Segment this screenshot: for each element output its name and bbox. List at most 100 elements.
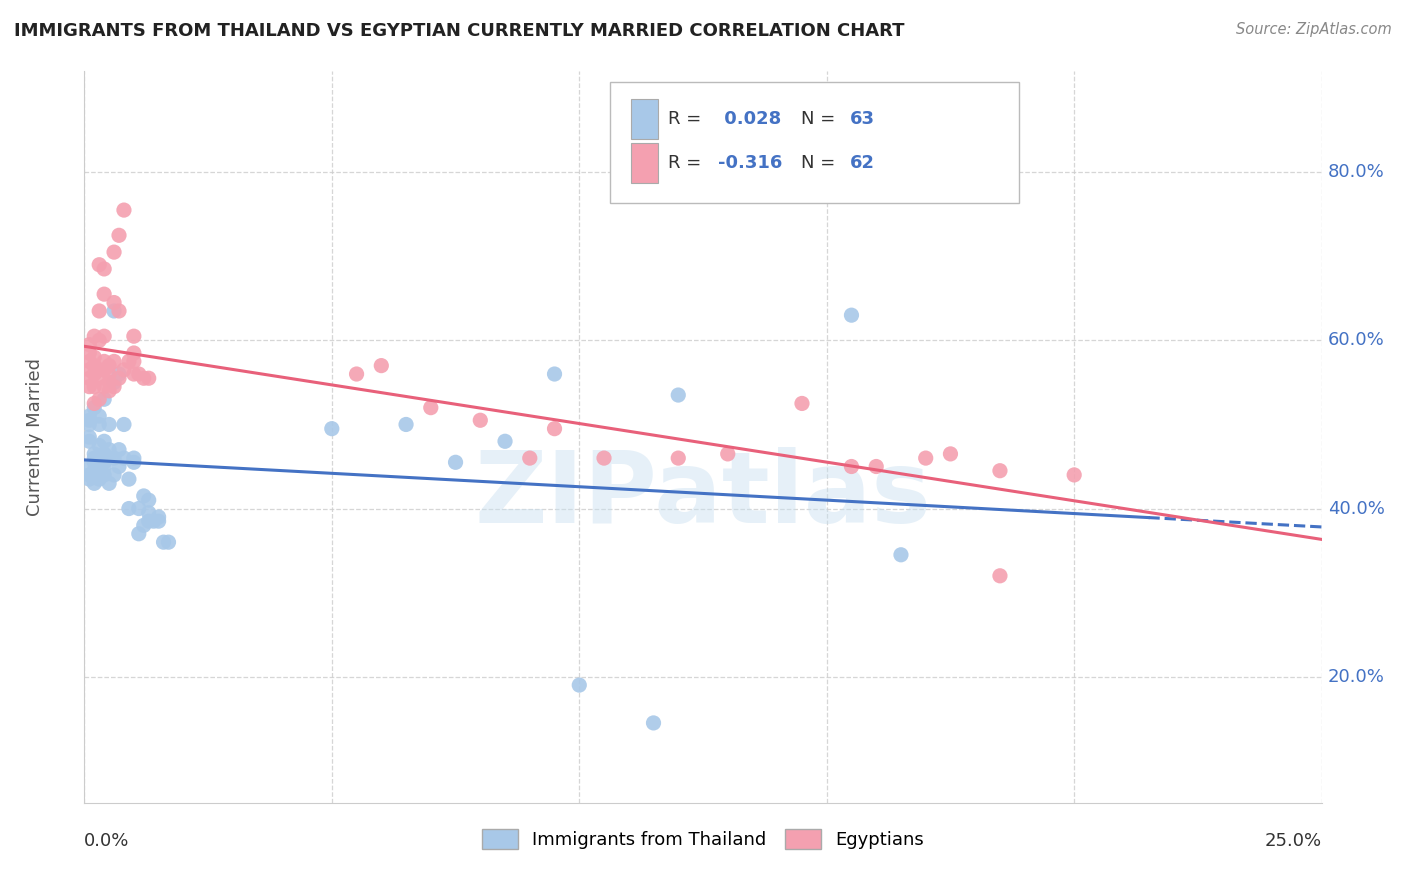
- Point: [321, 422, 343, 436]
- Point: [93, 392, 115, 407]
- Point: [103, 451, 125, 466]
- Point: [148, 514, 170, 528]
- Point: [89, 371, 111, 385]
- Point: [93, 467, 115, 482]
- Point: [519, 451, 541, 466]
- Point: [79, 354, 101, 368]
- Point: [83, 396, 105, 410]
- Point: [112, 363, 135, 377]
- Point: [79, 467, 101, 482]
- Point: [138, 506, 160, 520]
- Text: R =: R =: [668, 110, 707, 128]
- Point: [346, 367, 368, 381]
- Text: 62: 62: [851, 153, 876, 172]
- Text: -0.316: -0.316: [718, 153, 782, 172]
- Point: [83, 401, 105, 415]
- Point: [122, 346, 145, 360]
- Point: [103, 376, 125, 390]
- Bar: [631, 143, 658, 183]
- FancyBboxPatch shape: [610, 82, 1018, 203]
- Point: [98, 384, 121, 398]
- Point: [103, 467, 125, 482]
- Point: [79, 371, 101, 385]
- Point: [83, 464, 105, 478]
- Point: [98, 451, 121, 466]
- Point: [118, 501, 141, 516]
- Point: [103, 379, 125, 393]
- Point: [79, 337, 101, 351]
- Point: [132, 371, 155, 385]
- Point: [138, 493, 160, 508]
- Text: Currently Married: Currently Married: [25, 358, 44, 516]
- Text: 20.0%: 20.0%: [1327, 668, 1385, 686]
- Point: [790, 396, 813, 410]
- Point: [79, 459, 101, 474]
- Point: [79, 363, 101, 377]
- Point: [865, 459, 887, 474]
- Point: [89, 363, 111, 377]
- Point: [89, 438, 111, 452]
- Point: [83, 350, 105, 364]
- Point: [988, 569, 1011, 583]
- Point: [890, 548, 912, 562]
- Point: [841, 308, 863, 322]
- Point: [1063, 467, 1085, 482]
- Point: [138, 514, 160, 528]
- Point: [939, 447, 962, 461]
- Point: [138, 371, 160, 385]
- Point: [93, 287, 115, 301]
- Point: [98, 476, 121, 491]
- Point: [93, 363, 115, 377]
- Point: [89, 334, 111, 348]
- Point: [108, 228, 131, 243]
- Point: [122, 329, 145, 343]
- Point: [93, 354, 115, 368]
- Point: [132, 489, 155, 503]
- Point: [79, 472, 101, 486]
- Text: N =: N =: [801, 153, 841, 172]
- Point: [128, 501, 150, 516]
- Point: [370, 359, 392, 373]
- Point: [643, 715, 665, 730]
- Point: [83, 455, 105, 469]
- Point: [93, 261, 115, 276]
- Text: 63: 63: [851, 110, 876, 128]
- Point: [132, 518, 155, 533]
- Point: [568, 678, 591, 692]
- Bar: [631, 99, 658, 139]
- Point: [395, 417, 418, 432]
- Point: [98, 417, 121, 432]
- Point: [118, 472, 141, 486]
- Point: [93, 455, 115, 469]
- Point: [108, 304, 131, 318]
- Point: [83, 367, 105, 381]
- Point: [444, 455, 467, 469]
- Point: [122, 451, 145, 466]
- Point: [122, 367, 145, 381]
- Point: [98, 367, 121, 381]
- Text: 80.0%: 80.0%: [1327, 163, 1385, 181]
- Point: [79, 434, 101, 449]
- Point: [118, 354, 141, 368]
- Point: [79, 409, 101, 423]
- Point: [108, 367, 131, 381]
- Point: [419, 401, 441, 415]
- Point: [157, 535, 180, 549]
- Text: 0.028: 0.028: [718, 110, 782, 128]
- Point: [112, 451, 135, 466]
- Point: [98, 442, 121, 457]
- Text: Source: ZipAtlas.com: Source: ZipAtlas.com: [1236, 22, 1392, 37]
- Point: [108, 442, 131, 457]
- Point: [841, 459, 863, 474]
- Point: [142, 514, 165, 528]
- Text: 0.0%: 0.0%: [84, 832, 129, 850]
- Point: [93, 329, 115, 343]
- Point: [717, 447, 740, 461]
- Text: ZIPatlas: ZIPatlas: [475, 447, 931, 544]
- Point: [543, 367, 565, 381]
- Point: [89, 392, 111, 407]
- Legend: Immigrants from Thailand, Egyptians: Immigrants from Thailand, Egyptians: [475, 822, 931, 856]
- Point: [128, 367, 150, 381]
- Point: [108, 459, 131, 474]
- Point: [543, 422, 565, 436]
